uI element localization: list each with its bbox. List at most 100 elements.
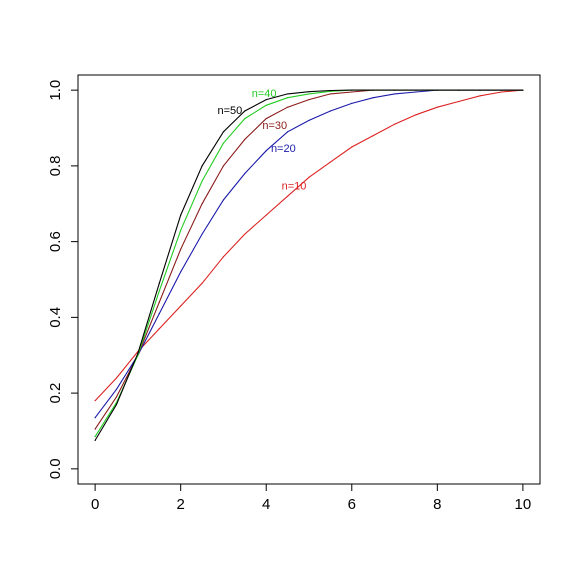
- series-line: [94, 89, 523, 402]
- data-point: [265, 150, 267, 152]
- data-point: [265, 214, 267, 216]
- curve-label: n=50: [217, 105, 242, 117]
- data-point: [244, 138, 246, 140]
- data-point: [372, 97, 374, 99]
- data-point: [308, 93, 310, 95]
- x-tick-label: 0: [91, 496, 99, 513]
- y-tick-label: 0.8: [47, 155, 64, 176]
- data-point: [115, 403, 118, 406]
- data-point: [287, 93, 289, 95]
- curve-labels: n=10 n=20 n=30 n=40 n=50: [217, 88, 306, 193]
- series-n=30: [94, 89, 524, 430]
- data-point: [308, 99, 310, 101]
- curve-label: n=40: [252, 88, 277, 100]
- data-point: [393, 89, 396, 91]
- data-point: [308, 176, 310, 178]
- y-tick-label: 0.2: [47, 383, 64, 404]
- data-point: [94, 428, 96, 430]
- series-n=10: [94, 89, 524, 402]
- data-point: [393, 123, 396, 125]
- y-axis: 0.0 0.2 0.4 0.6 0.8 1.0: [47, 80, 79, 479]
- data-point: [415, 114, 417, 116]
- data-point: [287, 131, 289, 133]
- data-point: [94, 436, 96, 438]
- data-point: [265, 99, 267, 101]
- data-point: [180, 214, 182, 216]
- y-tick-label: 0.6: [47, 231, 64, 252]
- series-n=20: [94, 89, 524, 419]
- data-point: [201, 203, 203, 205]
- data-point: [201, 165, 203, 167]
- data-point: [522, 89, 524, 91]
- data-point: [329, 110, 331, 112]
- data-point: [265, 104, 267, 106]
- data-point: [94, 400, 96, 402]
- data-point: [222, 165, 225, 167]
- x-tick-label: 2: [176, 496, 184, 513]
- data-point: [415, 89, 417, 91]
- series-line: [94, 89, 523, 441]
- data-point: [222, 142, 225, 144]
- y-tick-label: 0.0: [47, 458, 64, 479]
- data-point: [308, 119, 310, 122]
- series-n=50: [94, 89, 524, 442]
- data-point: [351, 146, 353, 148]
- data-point: [222, 199, 225, 201]
- data-point: [201, 233, 203, 235]
- series-line: [94, 89, 523, 437]
- series-line: [94, 89, 523, 419]
- data-point: [479, 95, 481, 97]
- data-point: [458, 100, 460, 103]
- data-point: [115, 377, 118, 379]
- data-point: [158, 312, 160, 315]
- data-point: [158, 301, 160, 303]
- data-point: [158, 282, 160, 284]
- data-point: [115, 388, 118, 390]
- data-point: [415, 91, 417, 93]
- x-axis: 0 2 4 6 8 10: [91, 483, 532, 513]
- data-point: [94, 439, 96, 442]
- data-point: [137, 352, 139, 354]
- data-point: [287, 195, 289, 197]
- data-point: [201, 180, 203, 182]
- data-point: [329, 89, 331, 92]
- y-tick-label: 0.4: [47, 307, 64, 328]
- data-point: [94, 417, 96, 419]
- data-point: [201, 282, 203, 284]
- data-point: [458, 89, 460, 91]
- data-point: [244, 110, 246, 112]
- x-tick-label: 10: [515, 496, 532, 513]
- data-point: [180, 229, 182, 231]
- data-point: [372, 134, 374, 137]
- data-point: [158, 290, 160, 292]
- data-point: [351, 102, 353, 105]
- data-point: [287, 97, 289, 99]
- data-point: [500, 91, 503, 93]
- data-point: [115, 396, 118, 398]
- y-tick-label: 1.0: [47, 80, 64, 101]
- data-point: [372, 89, 374, 91]
- curve-label: n=20: [271, 143, 296, 155]
- data-point: [393, 93, 396, 95]
- data-point: [265, 117, 267, 120]
- x-tick-label: 4: [262, 496, 270, 513]
- data-point: [244, 117, 246, 120]
- data-point: [244, 233, 246, 235]
- series-n=40: [94, 89, 524, 438]
- curve-label: n=10: [282, 181, 307, 193]
- data-point: [329, 93, 331, 95]
- data-point: [436, 89, 438, 91]
- data-point: [180, 248, 182, 250]
- data-point: [479, 89, 481, 91]
- data-point: [500, 89, 503, 91]
- data-point: [287, 106, 289, 108]
- data-point: [158, 328, 160, 330]
- data-point: [329, 161, 331, 163]
- data-point: [436, 106, 438, 108]
- curve-label: n=30: [262, 120, 287, 132]
- data-point: [222, 131, 225, 133]
- data-point: [180, 271, 182, 273]
- series-layer: [94, 89, 524, 442]
- x-tick-label: 8: [433, 496, 441, 513]
- data-point: [244, 172, 246, 175]
